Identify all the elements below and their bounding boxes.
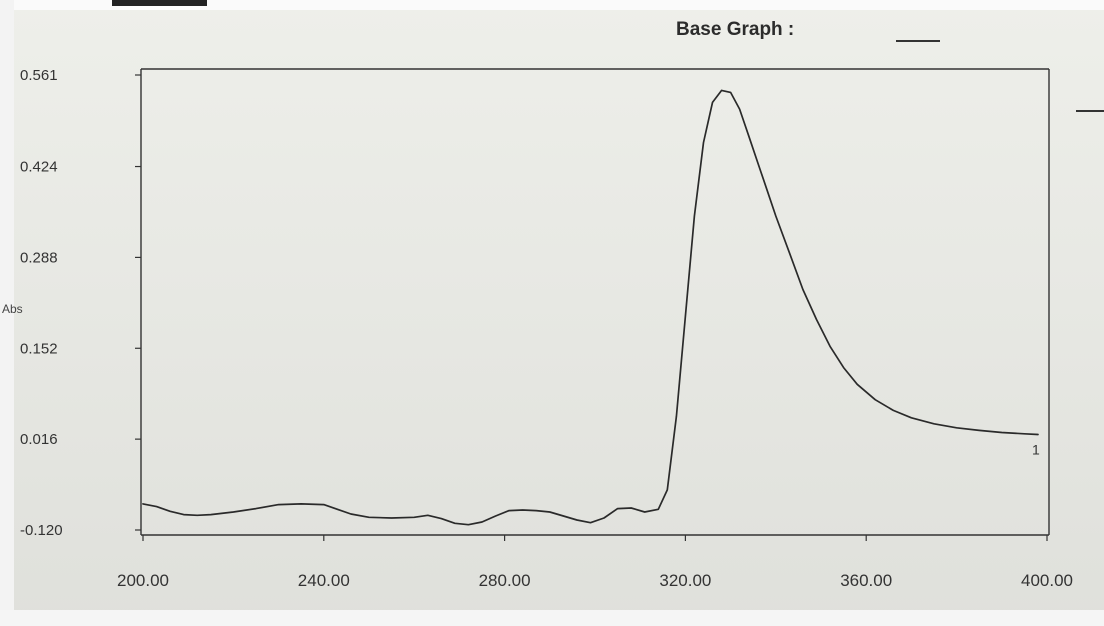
x-tick-label: 240.00 [298,571,350,590]
top-edge-strip [0,0,1104,10]
series-end-label: 1 [1032,441,1040,457]
plot-frame [140,68,1050,536]
x-tick-label: 280.00 [479,571,531,590]
y-tick-label: 0.288 [20,249,58,266]
series-lines: 1 [142,89,1040,526]
top-edge-mark [112,0,207,6]
y-axis-ticks: -0.120 0.016 0.152 0.288 0.424 0.561 [20,67,141,539]
y-tick-label: 0.016 [20,431,58,448]
right-edge-marker [1076,110,1104,112]
y-axis-label: Abs [2,302,23,316]
y-tick-label: 0.152 [20,340,58,357]
bottom-edge-strip [0,610,1104,626]
y-tick-label: -0.120 [20,522,63,539]
series-line [142,89,1039,526]
y-tick-label: 0.424 [20,159,58,176]
y-tick-label: 0.561 [20,67,58,84]
x-tick-label: 400.00 [1021,571,1073,590]
left-edge-strip [0,0,14,626]
x-tick-label: 360.00 [840,571,892,590]
x-tick-label: 320.00 [659,571,711,590]
x-axis-ticks: 200.00 240.00 280.00 320.00 360.00 400.00 [117,535,1073,590]
x-tick-label: 200.00 [117,571,169,590]
legend-swatch [896,40,940,42]
legend-label: Base Graph : [676,19,795,40]
